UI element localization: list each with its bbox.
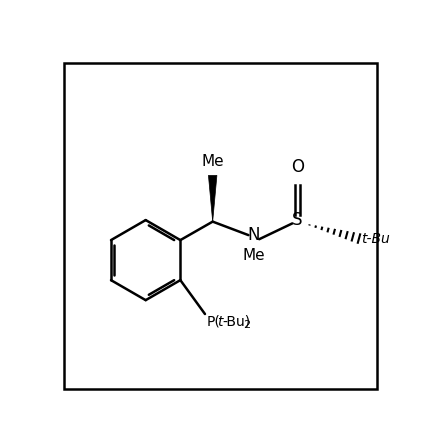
- Text: 2: 2: [243, 320, 250, 330]
- Polygon shape: [209, 176, 217, 222]
- Text: Me: Me: [201, 154, 224, 169]
- Text: S: S: [292, 211, 303, 229]
- Text: P(: P(: [206, 314, 221, 329]
- Text: N: N: [247, 227, 260, 245]
- Text: t: t: [217, 314, 223, 329]
- Text: -Bu): -Bu): [222, 314, 250, 329]
- Text: O: O: [291, 158, 304, 176]
- Text: t-Bu: t-Bu: [361, 232, 390, 246]
- Text: Me: Me: [243, 248, 266, 263]
